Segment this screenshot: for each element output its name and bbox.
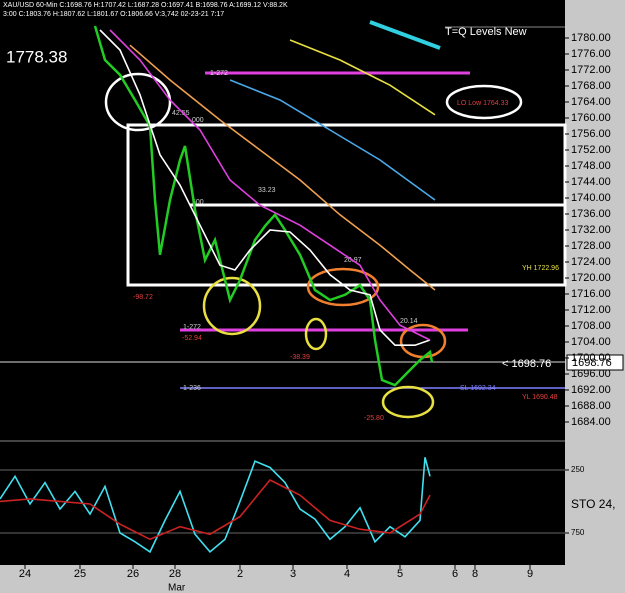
highlight-ellipse bbox=[381, 385, 435, 419]
annotation: -98.72 bbox=[133, 294, 153, 301]
x-tick-label: 25 bbox=[74, 568, 86, 580]
x-tick-label: 3 bbox=[290, 568, 296, 580]
annotation: 33.23 bbox=[258, 187, 276, 194]
annotation: .000 bbox=[190, 117, 204, 124]
y-tick-label: 1752.00 bbox=[571, 144, 611, 156]
annotation: -52.94 bbox=[182, 335, 202, 342]
x-tick-label: 28 bbox=[169, 568, 181, 580]
bottom-axis-strip bbox=[0, 565, 625, 593]
y-tick-label: 1688.00 bbox=[571, 400, 611, 412]
x-tick-label: 5 bbox=[397, 568, 403, 580]
y-tick-label: 1772.00 bbox=[571, 64, 611, 76]
y-tick-label: 750 bbox=[571, 528, 585, 537]
annotation: .500 bbox=[190, 199, 204, 206]
x-tick-label: 4 bbox=[344, 568, 350, 580]
annotation: SL 1692.34 bbox=[460, 385, 496, 392]
header-line: XAU/USD 60-Min C:1698.76 H:1707.42 L:168… bbox=[3, 2, 288, 9]
y-tick-label: 1736.00 bbox=[571, 208, 611, 220]
y-tick-label: 1768.00 bbox=[571, 80, 611, 92]
x-tick-label: 2 bbox=[237, 568, 243, 580]
y-tick-label: 1728.00 bbox=[571, 240, 611, 252]
x-tick-label: 9 bbox=[527, 568, 533, 580]
highlight-ellipse bbox=[306, 267, 380, 307]
series-line bbox=[289, 39, 436, 116]
y-tick-label: 1744.00 bbox=[571, 176, 611, 188]
y-tick-label: 1712.00 bbox=[571, 304, 611, 316]
annotation: -38.39 bbox=[290, 354, 310, 361]
indicator-title: T=Q Levels New bbox=[445, 26, 527, 38]
y-tick-label: 1776.00 bbox=[571, 48, 611, 60]
y-tick-label: 1708.00 bbox=[571, 320, 611, 332]
series-line bbox=[109, 29, 431, 341]
annotation: 20.14 bbox=[400, 318, 418, 325]
annotation: YL 1690.48 bbox=[522, 394, 558, 401]
series-line bbox=[99, 29, 431, 346]
annotation: 1-272 bbox=[183, 324, 201, 331]
y-tick-label: 1756.00 bbox=[571, 128, 611, 140]
y-tick-label: 1716.00 bbox=[571, 288, 611, 300]
current-price-box bbox=[566, 354, 624, 371]
series-line bbox=[129, 44, 436, 291]
annotation: 1-236 bbox=[183, 385, 201, 392]
highlight-ellipse bbox=[445, 84, 523, 120]
y-tick-label: 250 bbox=[571, 465, 585, 474]
x-tick-label: 6 bbox=[452, 568, 458, 580]
x-tick-label: 8 bbox=[472, 568, 478, 580]
y-tick-label: 1732.00 bbox=[571, 224, 611, 236]
y-tick-label: 1700.00 bbox=[571, 352, 611, 364]
annotation: LO Low 1764.33 bbox=[457, 100, 508, 107]
current-price-box-label: 1698.76 bbox=[572, 357, 612, 369]
y-tick-label: 1684.00 bbox=[571, 416, 611, 428]
price-label: 1778.38 bbox=[6, 47, 67, 66]
annotation: 42.55 bbox=[172, 110, 190, 117]
y-tick-label: 1704.00 bbox=[571, 336, 611, 348]
annotation: -25.80 bbox=[364, 415, 384, 422]
y-tick-label: 1748.00 bbox=[571, 160, 611, 172]
y-tick-label: 1760.00 bbox=[571, 112, 611, 124]
series-line bbox=[0, 479, 431, 541]
header-line: 3:00 C:1803.76 H:1807.62 L:1801.67 O:180… bbox=[3, 11, 224, 18]
y-tick-label: 1780.00 bbox=[571, 32, 611, 44]
y-tick-label: 1740.00 bbox=[571, 192, 611, 204]
highlight-ellipse bbox=[304, 317, 328, 351]
y-tick-label: 1692.00 bbox=[571, 384, 611, 396]
y-tick-label: 1720.00 bbox=[571, 272, 611, 284]
x-tick-label: 26 bbox=[127, 568, 139, 580]
x-tick-label: 24 bbox=[19, 568, 31, 580]
series-line bbox=[93, 25, 434, 387]
annotation: 1-272 bbox=[210, 70, 228, 77]
y-tick-label: 1724.00 bbox=[571, 256, 611, 268]
current-price: < 1698.76 bbox=[502, 358, 551, 370]
series-line bbox=[229, 79, 436, 201]
annotation: YH 1722.96 bbox=[522, 265, 559, 272]
level-line bbox=[369, 20, 441, 50]
x-sublabel: Mar bbox=[168, 583, 186, 593]
highlight-ellipse bbox=[104, 72, 172, 132]
series-line bbox=[0, 457, 431, 554]
y-tick-label: 1764.00 bbox=[571, 96, 611, 108]
panel-title: STO 24, bbox=[571, 497, 615, 511]
highlight-ellipse bbox=[202, 276, 262, 336]
y-tick-label: 1696.00 bbox=[571, 368, 611, 380]
right-axis-strip bbox=[565, 0, 625, 593]
